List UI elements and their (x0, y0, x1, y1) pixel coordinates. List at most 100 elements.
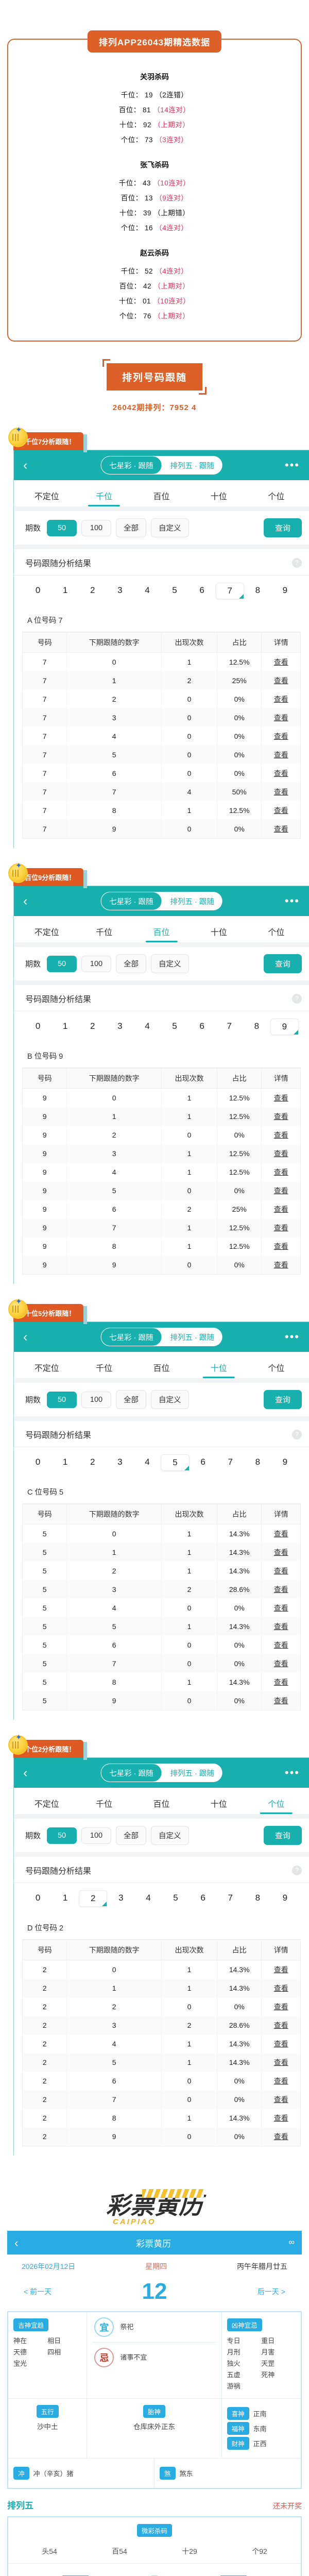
cell-detail[interactable]: 查看 (262, 671, 301, 690)
view-detail-link[interactable]: 查看 (273, 769, 288, 777)
segment-pailiewu[interactable]: 排列五 · 跟随 (162, 456, 222, 474)
lottery-type-segment[interactable]: 七星彩 · 跟随 排列五 · 跟随 (100, 456, 222, 474)
more-dots-icon[interactable]: ••• (284, 894, 300, 907)
cell-detail[interactable]: 查看 (262, 1636, 301, 1654)
digit-option-0[interactable]: 0 (35, 1893, 41, 1903)
cell-detail[interactable]: 查看 (262, 1218, 301, 1237)
period-option-全部[interactable]: 全部 (116, 1826, 147, 1845)
digit-option-3[interactable]: 3 (117, 585, 123, 595)
chevron-left-icon[interactable]: ‹ (14, 2235, 19, 2249)
view-detail-link[interactable]: 查看 (273, 1131, 288, 1139)
cell-detail[interactable]: 查看 (262, 1200, 301, 1218)
period-option-自定义[interactable]: 自定义 (151, 954, 189, 973)
cell-detail[interactable]: 查看 (262, 801, 301, 820)
period-option-100[interactable]: 100 (81, 1827, 112, 1844)
cell-detail[interactable]: 查看 (262, 1562, 301, 1580)
segment-qixingcai[interactable]: 七星彩 · 跟随 (100, 892, 162, 910)
cell-detail[interactable]: 查看 (262, 1237, 301, 1256)
digit-option-6[interactable]: 6 (199, 1021, 204, 1031)
digit-option-2[interactable]: 2 (90, 1021, 95, 1031)
view-detail-link[interactable]: 查看 (273, 1094, 288, 1102)
period-option-50[interactable]: 50 (47, 1827, 77, 1844)
digit-option-3[interactable]: 3 (118, 1893, 124, 1903)
cell-detail[interactable]: 查看 (262, 708, 301, 727)
query-button[interactable]: 查询 (263, 1826, 302, 1845)
view-detail-link[interactable]: 查看 (273, 806, 288, 815)
view-detail-link[interactable]: 查看 (273, 1112, 288, 1121)
cell-detail[interactable]: 查看 (262, 2090, 301, 2109)
digit-option-2[interactable]: 2 (79, 1890, 108, 1907)
position-tab-0[interactable]: 不定位 (34, 1800, 59, 1809)
position-tab-1[interactable]: 千位 (96, 928, 113, 937)
position-tab-2[interactable]: 百位 (153, 1800, 170, 1809)
lottery-type-segment[interactable]: 七星彩 · 跟随 排列五 · 跟随 (100, 892, 222, 910)
view-detail-link[interactable]: 查看 (273, 1530, 288, 1538)
cell-detail[interactable]: 查看 (262, 1654, 301, 1673)
digit-option-9[interactable]: 9 (282, 1893, 288, 1903)
digit-option-4[interactable]: 4 (146, 1893, 151, 1903)
position-tab-1[interactable]: 千位 (96, 1800, 113, 1809)
digit-option-6[interactable]: 6 (200, 1893, 205, 1903)
cell-detail[interactable]: 查看 (262, 1107, 301, 1126)
digit-option-4[interactable]: 4 (145, 1021, 150, 1031)
position-tabs[interactable]: 不定位 千位 百位 十位 个位 (14, 480, 309, 506)
cell-detail[interactable]: 查看 (262, 653, 301, 672)
view-detail-link[interactable]: 查看 (273, 1678, 288, 1686)
period-option-100[interactable]: 100 (81, 955, 112, 972)
position-tab-4[interactable]: 个位 (248, 1793, 305, 1814)
view-detail-link[interactable]: 查看 (273, 1965, 288, 1974)
cell-detail[interactable]: 查看 (262, 1163, 301, 1181)
digit-option-5[interactable]: 5 (161, 1454, 190, 1471)
view-detail-link[interactable]: 查看 (273, 1548, 288, 1556)
digit-option-2[interactable]: 2 (90, 585, 95, 595)
lottery-type-segment[interactable]: 七星彩 · 跟随 排列五 · 跟随 (100, 1764, 222, 1782)
cell-detail[interactable]: 查看 (262, 1599, 301, 1617)
cell-detail[interactable]: 查看 (262, 1181, 301, 1200)
chevron-left-icon[interactable]: ‹ (23, 457, 28, 472)
position-tab-1[interactable]: 千位 (75, 485, 132, 506)
segment-qixingcai[interactable]: 七星彩 · 跟随 (100, 1764, 162, 1782)
view-detail-link[interactable]: 查看 (273, 2003, 288, 2011)
cell-detail[interactable]: 查看 (262, 2053, 301, 2072)
cell-detail[interactable]: 查看 (262, 1691, 301, 1710)
chevron-left-icon[interactable]: ‹ (23, 893, 28, 908)
question-mark-icon[interactable]: ? (292, 993, 302, 1004)
cell-detail[interactable]: 查看 (262, 783, 301, 801)
prev-day-button[interactable]: < 前一天 (24, 2287, 52, 2296)
period-option-全部[interactable]: 全部 (116, 518, 147, 537)
next-day-button[interactable]: 后一天 > (257, 2287, 285, 2296)
view-detail-link[interactable]: 查看 (273, 2077, 288, 2085)
question-mark-icon[interactable]: ? (292, 1429, 302, 1439)
more-dots-icon[interactable]: ••• (284, 1330, 300, 1343)
digit-option-5[interactable]: 5 (173, 1893, 178, 1903)
digit-option-0[interactable]: 0 (35, 1457, 41, 1467)
position-tab-2[interactable]: 百位 (153, 493, 170, 501)
cell-detail[interactable]: 查看 (262, 1126, 301, 1144)
position-tab-3[interactable]: 十位 (190, 1357, 247, 1378)
view-detail-link[interactable]: 查看 (273, 1984, 288, 1992)
question-mark-icon[interactable]: ? (292, 557, 302, 568)
digit-option-9[interactable]: 9 (282, 1457, 288, 1467)
cell-detail[interactable]: 查看 (262, 2035, 301, 2053)
segment-pailiewu[interactable]: 排列五 · 跟随 (162, 1764, 222, 1782)
digit-option-5[interactable]: 5 (172, 1021, 177, 1031)
position-tab-0[interactable]: 不定位 (34, 493, 59, 501)
digit-option-5[interactable]: 5 (172, 585, 177, 595)
position-tab-4[interactable]: 个位 (268, 493, 285, 501)
view-detail-link[interactable]: 查看 (273, 2021, 288, 2029)
view-detail-link[interactable]: 查看 (273, 1224, 288, 1232)
position-tab-2[interactable]: 百位 (133, 921, 190, 942)
digit-option-0[interactable]: 0 (35, 585, 41, 595)
cell-detail[interactable]: 查看 (262, 1997, 301, 2016)
cell-detail[interactable]: 查看 (262, 1089, 301, 1108)
digit-option-4[interactable]: 4 (145, 1457, 150, 1467)
cell-detail[interactable]: 查看 (262, 727, 301, 745)
view-detail-link[interactable]: 查看 (273, 2040, 288, 2048)
view-detail-link[interactable]: 查看 (273, 2095, 288, 2104)
cell-detail[interactable]: 查看 (262, 690, 301, 708)
share-icon[interactable]: ∞ (288, 2238, 295, 2247)
digit-option-7[interactable]: 7 (227, 1021, 232, 1031)
view-detail-link[interactable]: 查看 (273, 714, 288, 722)
